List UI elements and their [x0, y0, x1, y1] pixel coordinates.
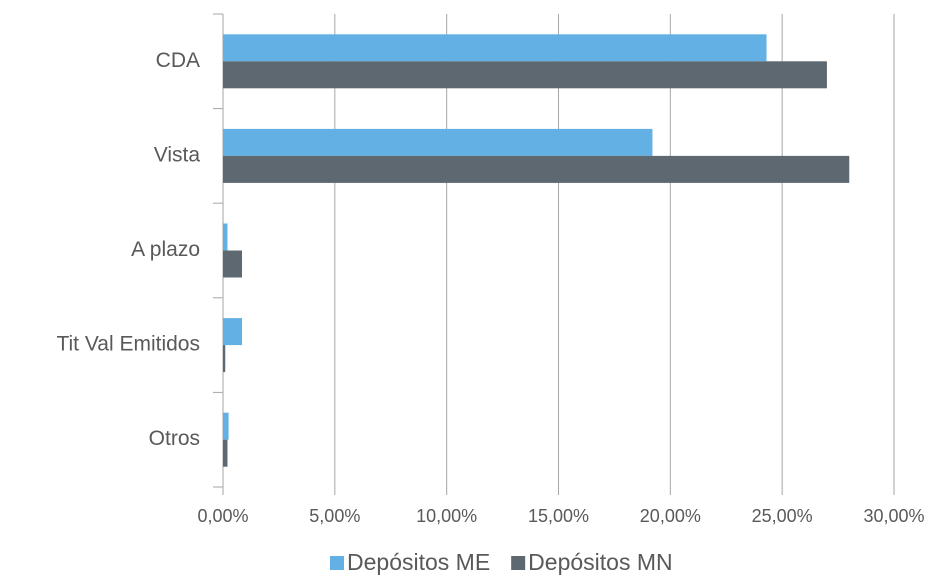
y-tick-label: CDA	[156, 49, 200, 72]
y-tick-label: A plazo	[131, 238, 200, 261]
bar	[223, 61, 827, 89]
bar	[223, 250, 243, 278]
legend-swatch	[511, 556, 526, 570]
bar	[223, 439, 228, 467]
legend-label: Depósitos ME	[347, 549, 490, 575]
x-tick-label: 30,00%	[863, 506, 924, 526]
bar	[223, 155, 850, 183]
bar	[223, 223, 228, 251]
legend-swatch	[330, 556, 344, 570]
x-tick-label: 10,00%	[416, 506, 477, 526]
bar	[223, 318, 243, 346]
x-tick-label: 0,00%	[197, 506, 248, 526]
y-tick-label: Tit Val Emitidos	[56, 333, 200, 356]
y-tick-label: Otros	[149, 427, 200, 450]
bar	[223, 128, 653, 156]
bar	[223, 345, 226, 373]
y-tick-label: Vista	[154, 143, 201, 166]
bar	[223, 412, 229, 440]
x-tick-label: 5,00%	[309, 506, 360, 526]
x-tick-label: 20,00%	[640, 506, 701, 526]
x-tick-label: 25,00%	[752, 506, 813, 526]
x-tick-label: 15,00%	[528, 506, 589, 526]
legend-label: Depósitos MN	[528, 549, 672, 575]
bar	[223, 34, 767, 62]
